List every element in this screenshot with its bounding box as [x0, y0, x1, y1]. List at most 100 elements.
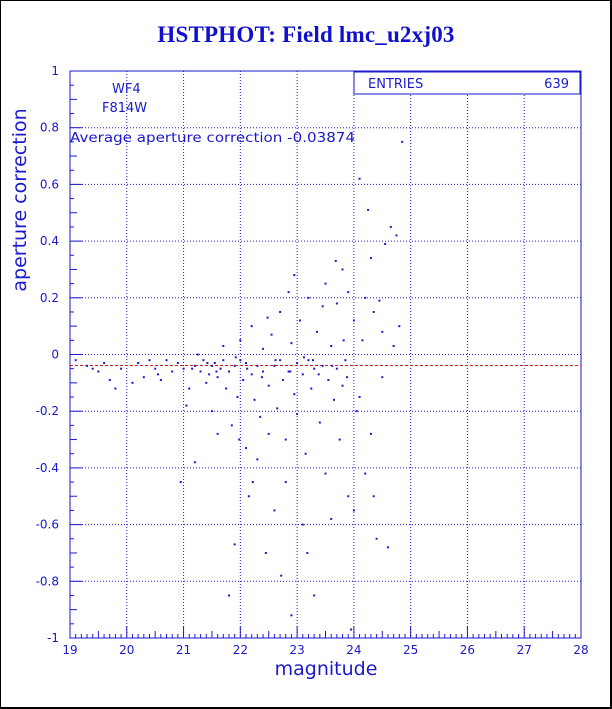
data-point	[381, 330, 384, 333]
data-point	[307, 359, 310, 362]
data-point	[165, 359, 168, 362]
data-point	[346, 376, 349, 379]
data-point	[352, 509, 355, 512]
data-point	[236, 396, 239, 399]
data-point	[401, 140, 404, 143]
data-point	[91, 367, 94, 370]
data-point	[259, 415, 262, 418]
x-tick-label: 23	[289, 643, 304, 657]
data-point	[384, 242, 387, 245]
y-axis-label: aperture correction	[9, 108, 31, 291]
data-point	[306, 551, 309, 554]
data-point	[355, 410, 358, 413]
y-tick-label: -0.8	[36, 574, 59, 588]
data-point	[274, 359, 277, 362]
data-point	[386, 546, 389, 549]
data-point	[350, 628, 353, 631]
data-point	[341, 384, 344, 387]
data-point	[250, 373, 253, 376]
data-point	[206, 362, 209, 365]
data-point	[321, 364, 324, 367]
data-point	[279, 310, 282, 313]
data-point	[185, 404, 188, 407]
data-point	[267, 432, 270, 435]
x-tick-label: 25	[403, 643, 418, 657]
data-point	[347, 291, 350, 294]
data-point	[296, 362, 299, 365]
data-point	[213, 362, 216, 365]
data-point	[191, 367, 194, 370]
data-point	[352, 319, 355, 322]
data-point	[260, 376, 263, 379]
data-point	[378, 299, 381, 302]
data-point	[253, 398, 256, 401]
data-point	[154, 367, 157, 370]
data-point	[210, 410, 213, 413]
data-point	[74, 359, 77, 362]
data-point	[222, 344, 225, 347]
data-point	[310, 387, 313, 390]
data-point	[344, 359, 347, 362]
data-point	[114, 387, 117, 390]
data-point	[225, 387, 228, 390]
data-point	[327, 379, 330, 382]
y-tick-label: 0.4	[40, 234, 59, 248]
chart-title: HSTPHOT: Field lmc_u2xj03	[157, 22, 455, 47]
data-point	[205, 381, 208, 384]
data-point	[372, 495, 375, 498]
data-point	[120, 367, 123, 370]
data-point	[369, 432, 372, 435]
data-point	[290, 342, 293, 345]
data-point	[301, 373, 304, 376]
data-point	[142, 376, 145, 379]
data-point	[108, 379, 111, 382]
data-point	[245, 362, 248, 365]
y-tick-label: 0	[51, 348, 59, 362]
data-point	[331, 364, 334, 367]
y-tick-label: -0.4	[36, 461, 59, 475]
data-point	[364, 472, 367, 475]
data-point	[216, 432, 219, 435]
data-point	[287, 370, 290, 373]
data-point	[358, 177, 361, 180]
data-point	[227, 370, 230, 373]
data-point	[227, 594, 230, 597]
data-point	[330, 344, 333, 347]
data-point	[284, 481, 287, 484]
data-point	[276, 407, 279, 410]
data-point	[367, 208, 370, 211]
data-point	[250, 325, 253, 328]
data-point	[270, 333, 273, 336]
data-point	[364, 296, 367, 299]
y-tick-label: -1	[47, 631, 59, 645]
data-point	[247, 495, 250, 498]
chip-label: WF4	[112, 82, 141, 97]
data-point	[196, 353, 199, 356]
data-point	[246, 367, 249, 370]
data-point	[333, 398, 336, 401]
data-point	[176, 362, 179, 365]
data-point	[251, 481, 254, 484]
data-point	[210, 364, 213, 367]
data-point	[103, 362, 106, 365]
average-annotation: Average aperture correction -0.03874	[70, 131, 355, 146]
data-point	[313, 594, 316, 597]
stats-box	[353, 71, 581, 95]
data-point	[302, 356, 305, 359]
data-point	[347, 495, 350, 498]
data-point	[279, 359, 282, 362]
x-tick-label: 20	[119, 643, 134, 657]
data-point	[290, 614, 293, 617]
data-point	[293, 274, 296, 277]
data-point	[301, 523, 304, 526]
data-point	[239, 359, 242, 362]
data-point	[199, 370, 202, 373]
data-point	[312, 359, 315, 362]
data-point	[375, 537, 378, 540]
data-point	[398, 325, 401, 328]
data-point	[131, 381, 134, 384]
data-point	[86, 364, 89, 367]
data-point	[298, 319, 301, 322]
data-point	[304, 452, 307, 455]
data-point	[202, 359, 205, 362]
